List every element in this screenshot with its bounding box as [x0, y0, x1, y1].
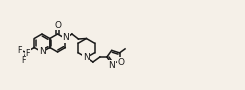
Text: O: O — [118, 58, 124, 67]
Text: N: N — [83, 53, 90, 62]
Text: N: N — [108, 61, 115, 70]
Text: O: O — [54, 21, 61, 30]
Text: N: N — [39, 48, 45, 57]
Text: F: F — [22, 56, 26, 65]
Text: F: F — [26, 49, 30, 58]
Text: N: N — [62, 33, 69, 42]
Text: F: F — [18, 46, 22, 55]
